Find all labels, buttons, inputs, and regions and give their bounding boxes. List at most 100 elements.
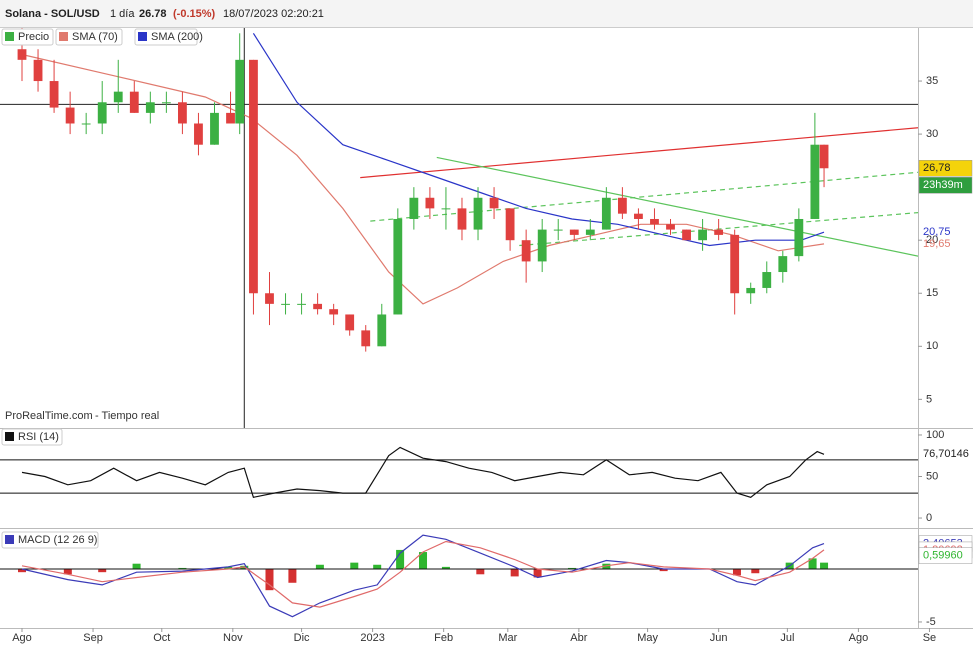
rsi-line	[21, 446, 825, 498]
histogram-bar	[533, 568, 542, 578]
y-tick-label: 100	[926, 429, 944, 441]
histogram-bar	[288, 568, 297, 583]
legend-box[interactable]	[1, 428, 63, 446]
value-label: 20,75	[923, 226, 951, 238]
rsi-panel	[0, 446, 918, 498]
candle-body	[762, 272, 772, 288]
candle-body	[521, 240, 531, 262]
value-label: 23h39m	[923, 179, 963, 191]
candle-body	[210, 112, 219, 145]
candle-body	[65, 107, 75, 124]
candle-body	[425, 197, 435, 209]
histogram-bar	[132, 563, 141, 569]
trend-line	[436, 156, 918, 257]
candle-body	[601, 197, 611, 230]
candle-body	[81, 123, 91, 125]
candle-body	[235, 59, 245, 124]
histogram-bar	[419, 552, 428, 569]
candle-body	[17, 49, 27, 60]
legend-box[interactable]	[134, 28, 198, 46]
candle-body	[682, 229, 691, 241]
histogram-bar	[732, 568, 741, 576]
candle-body	[730, 234, 740, 294]
histogram-bar	[98, 568, 107, 573]
x-tick-label: Sep	[83, 632, 103, 644]
x-tick-label: Ago	[12, 632, 32, 644]
candle-body	[617, 197, 627, 214]
candle-body	[361, 330, 371, 347]
histogram-bar	[315, 564, 324, 569]
legend-swatch	[5, 535, 14, 544]
value-label: 0,59960	[923, 550, 963, 562]
histogram-bar	[17, 568, 26, 573]
candle-body	[810, 144, 820, 219]
legend-swatch	[138, 32, 147, 41]
y-tick-label: 5	[926, 393, 932, 405]
legend-box[interactable]	[55, 28, 123, 46]
candle-body	[505, 208, 515, 241]
candle-body	[473, 197, 483, 230]
legend-label: RSI (14)	[18, 431, 59, 443]
candle-body	[97, 102, 107, 124]
candle-body	[129, 91, 139, 113]
legend-swatch	[5, 32, 14, 41]
price-panel	[0, 28, 918, 428]
candle-body	[537, 229, 547, 262]
change: (-0.15%)	[173, 8, 216, 20]
value-label-box	[918, 547, 973, 564]
histogram-bar	[63, 568, 72, 575]
candle-body	[553, 229, 563, 231]
candle-body	[794, 218, 804, 257]
candle-body	[393, 218, 403, 315]
x-tick-label: Mar	[498, 632, 517, 644]
candle-body	[377, 314, 387, 347]
candle-body	[457, 208, 467, 230]
candle-body	[409, 197, 419, 219]
candle-body	[634, 213, 643, 219]
x-tick-label: May	[637, 632, 658, 644]
price: 26.78	[139, 8, 167, 20]
x-tick-label: Dic	[294, 632, 310, 644]
legend-box[interactable]	[1, 531, 99, 549]
candle-body	[698, 229, 708, 241]
value-label: 76,70146	[923, 448, 969, 460]
candle-body	[265, 293, 274, 304]
histogram-bar	[224, 566, 233, 569]
value-label-box	[918, 177, 973, 194]
legend-box[interactable]	[1, 28, 54, 46]
header-bar	[0, 0, 973, 27]
x-tick-label: Abr	[570, 632, 587, 644]
histogram-bar	[510, 568, 519, 577]
legend-label: Precio	[18, 31, 49, 43]
y-tick-label: -5	[926, 616, 936, 628]
x-tick-label: 2023	[360, 632, 384, 644]
sma-line	[252, 32, 825, 247]
y-tick-label: 35	[926, 75, 938, 87]
labels: Ago Sep Oct Nov Dic 2023 Feb Mar Abr May Jun Jul Ago…	[1, 28, 973, 644]
histogram-bar	[808, 558, 817, 569]
value-label: 26,78	[923, 162, 951, 174]
histogram-bar	[396, 549, 405, 569]
legend-label: SMA (200)	[151, 31, 203, 43]
candle-body	[666, 224, 675, 230]
candle-body	[778, 256, 788, 273]
y-tick-label: 0	[926, 512, 932, 524]
candle-body	[178, 102, 187, 124]
x-tick-label: Jul	[780, 632, 794, 644]
candle-body	[441, 208, 451, 210]
legend-swatch	[5, 432, 14, 441]
histogram-bar	[350, 562, 359, 569]
y-tick-label: 50	[926, 470, 938, 482]
candle-body	[714, 229, 724, 235]
y-tick-label: 15	[926, 287, 938, 299]
legend-label: MACD (12 26 9)	[18, 534, 97, 546]
value-label: 19,65	[923, 238, 951, 250]
source: ProRealTime.com	[5, 410, 93, 422]
candle-body	[313, 303, 323, 310]
x-tick-label: Oct	[153, 632, 170, 644]
candle-body	[297, 303, 306, 305]
interval: 1 día	[110, 8, 135, 20]
x-tick-label: Nov	[223, 632, 243, 644]
macd-panel	[0, 534, 918, 618]
